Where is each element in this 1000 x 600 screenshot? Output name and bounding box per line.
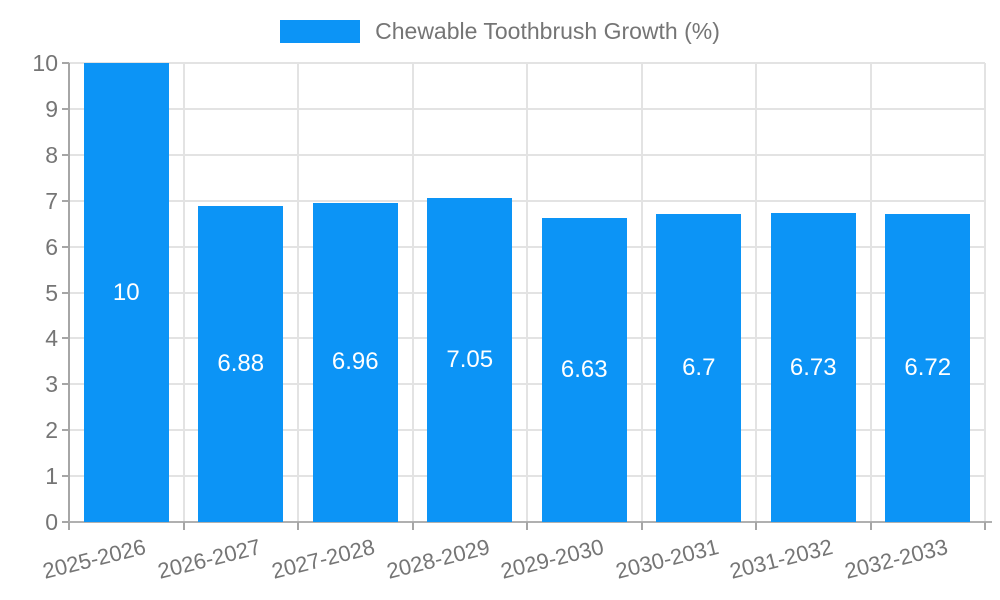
x-gridline [297,63,299,522]
x-axis-tick [526,522,528,530]
y-axis-tick [62,107,69,110]
x-tick-label: 2025-2026 [40,534,149,584]
bar: 6.63 [541,217,627,522]
y-axis-tick [62,429,69,432]
y-axis-tick [62,199,69,202]
legend-label: Chewable Toothbrush Growth (%) [375,18,720,44]
y-tick-label: 2 [45,417,58,444]
y-axis-tick [62,475,69,478]
y-axis-tick [62,245,69,248]
bar: 6.72 [885,213,971,522]
x-gridline [640,63,643,522]
x-gridline [411,63,414,522]
y-axis-tick [62,153,69,156]
x-axis-tick [68,522,70,530]
chart-legend[interactable]: Chewable Toothbrush Growth (%) [0,18,1000,45]
bar-value-label: 6.63 [560,355,608,383]
bar-value-label: 6.7 [682,354,716,382]
bar: 10 [83,63,169,522]
y-axis-tick [62,521,69,523]
y-tick-label: 6 [45,233,58,260]
y-tick-label: 0 [45,509,58,535]
y-tick-label: 7 [45,187,58,214]
bar-value-label: 10 [112,278,140,306]
bar-value-label: 6.88 [217,350,265,378]
y-axis-tick [62,62,69,64]
bar-value-label: 6.96 [331,348,379,376]
bar: 7.05 [427,198,513,522]
y-tick-label: 8 [45,141,58,168]
x-gridline [984,63,986,522]
y-tick-label: 9 [45,95,58,122]
y-axis-tick [62,337,69,340]
x-tick-label: 2032-2033 [841,534,950,584]
y-tick-label: 3 [45,371,58,398]
x-axis-tick [411,522,414,530]
bar: 6.73 [770,213,856,522]
y-axis-line [68,63,70,523]
y-tick-label: 5 [45,279,58,306]
x-axis-tick [984,522,986,530]
y-tick-label: 1 [45,463,58,490]
x-axis-tick [755,522,757,530]
x-tick-label: 2030-2031 [612,534,721,584]
x-axis-tick [869,522,872,530]
bar-value-label: 6.73 [789,353,837,381]
y-axis-tick [62,383,69,386]
bar: 6.88 [198,206,284,522]
x-tick-label: 2026-2027 [154,534,263,584]
bar: 6.96 [312,202,398,522]
x-axis-tick [640,522,643,530]
x-gridline [182,63,185,522]
x-tick-label: 2028-2029 [383,534,492,584]
bar-value-label: 7.05 [446,346,494,374]
x-axis-tick [297,522,299,530]
y-tick-label: 4 [45,325,58,352]
x-tick-label: 2029-2030 [498,534,607,584]
x-axis-tick [182,522,185,530]
x-gridline [869,63,872,522]
x-gridline [526,63,528,522]
x-gridline [755,63,757,522]
y-tick-label: 10 [32,50,58,76]
y-axis-tick [62,291,69,294]
bar: 6.7 [656,214,742,522]
x-tick-label: 2031-2032 [727,534,836,584]
x-tick-label: 2027-2028 [269,534,378,584]
x-axis-line [69,521,992,523]
legend-swatch [280,20,361,43]
bar-value-label: 6.72 [904,353,952,381]
